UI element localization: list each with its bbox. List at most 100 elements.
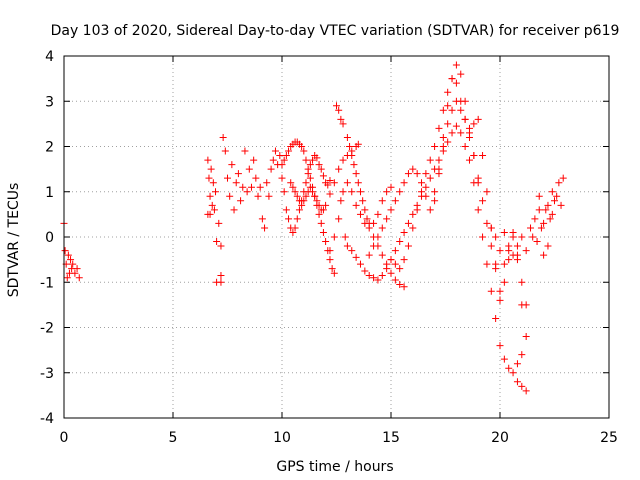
data-point (313, 197, 321, 205)
data-point (505, 242, 513, 250)
x-tick-labels: 0 5 10 15 20 25 (60, 430, 618, 446)
y-tick-label: 3 (45, 94, 54, 110)
data-point (374, 233, 382, 241)
data-point (285, 147, 293, 155)
data-point (278, 161, 286, 169)
data-point (337, 115, 345, 123)
data-point (330, 179, 338, 187)
data-point (404, 170, 412, 178)
data-point (208, 201, 216, 209)
data-point (448, 129, 456, 137)
data-point (234, 170, 242, 178)
data-point (513, 378, 521, 386)
data-point (348, 152, 356, 160)
data-point (474, 206, 482, 214)
y-axis-label: SDTVAR / TECUs (6, 183, 22, 298)
data-point (343, 133, 351, 141)
data-point (400, 228, 408, 236)
data-point (444, 88, 452, 96)
data-point (309, 188, 317, 196)
data-point (557, 201, 565, 209)
data-point (239, 183, 247, 191)
data-point (217, 271, 225, 279)
data-point (230, 206, 238, 214)
data-point (531, 215, 539, 223)
data-point (540, 219, 548, 227)
data-point (518, 382, 526, 390)
data-point (356, 210, 364, 218)
data-point (396, 238, 404, 246)
data-point (333, 102, 340, 110)
data-point (311, 192, 319, 200)
x-tick-label: 5 (169, 430, 178, 446)
data-point (509, 251, 517, 259)
data-point (551, 197, 558, 205)
data-point (237, 197, 245, 205)
data-point (339, 188, 347, 196)
data-point (359, 197, 367, 205)
data-point (479, 152, 487, 160)
data-point (241, 147, 249, 155)
y-tick-label: -1 (40, 275, 54, 291)
data-point (289, 183, 297, 191)
data-point (404, 219, 412, 227)
data-point (470, 152, 478, 160)
data-point (548, 210, 556, 218)
data-point (505, 364, 513, 372)
data-point (452, 79, 460, 87)
data-point (391, 197, 399, 205)
y-tick-label: 2 (45, 140, 54, 156)
data-point (540, 251, 548, 259)
data-point (267, 165, 275, 173)
data-point (269, 156, 277, 164)
data-point (315, 210, 323, 218)
data-point (67, 256, 75, 264)
data-point (341, 233, 349, 241)
data-point (276, 152, 284, 160)
data-point (293, 192, 301, 200)
data-point (326, 190, 334, 198)
data-point (391, 247, 399, 255)
data-point (343, 179, 351, 187)
data-point (483, 219, 491, 227)
data-point (465, 129, 473, 137)
data-point (245, 165, 253, 173)
data-point (300, 197, 308, 205)
data-point (387, 206, 395, 214)
data-point (280, 156, 288, 164)
data-point (391, 276, 399, 284)
data-point (319, 228, 327, 236)
data-point (370, 219, 378, 227)
data-point (492, 233, 500, 241)
data-point (370, 274, 378, 282)
data-point (224, 174, 231, 182)
data-point (535, 192, 543, 200)
data-point (378, 271, 386, 279)
data-point (363, 215, 371, 223)
data-point (387, 183, 395, 191)
data-point (537, 224, 545, 232)
data-point (548, 188, 556, 196)
x-tick-label: 15 (382, 430, 400, 446)
data-point (326, 176, 334, 184)
data-point (300, 147, 308, 155)
data-point (439, 133, 447, 141)
data-point (496, 296, 504, 304)
data-point (226, 192, 234, 200)
data-point (247, 183, 255, 191)
data-point (64, 251, 72, 259)
data-point (544, 201, 552, 209)
data-point (335, 215, 343, 223)
data-point (221, 147, 229, 155)
data-point (496, 287, 504, 295)
data-point (529, 233, 537, 241)
data-point (250, 156, 258, 164)
data-point (330, 269, 338, 277)
data-point (383, 265, 391, 273)
data-point (75, 274, 83, 282)
data-point (509, 369, 517, 377)
x-tick-label: 10 (273, 430, 291, 446)
data-point (256, 183, 264, 191)
data-point (309, 156, 317, 164)
data-point (261, 224, 269, 232)
